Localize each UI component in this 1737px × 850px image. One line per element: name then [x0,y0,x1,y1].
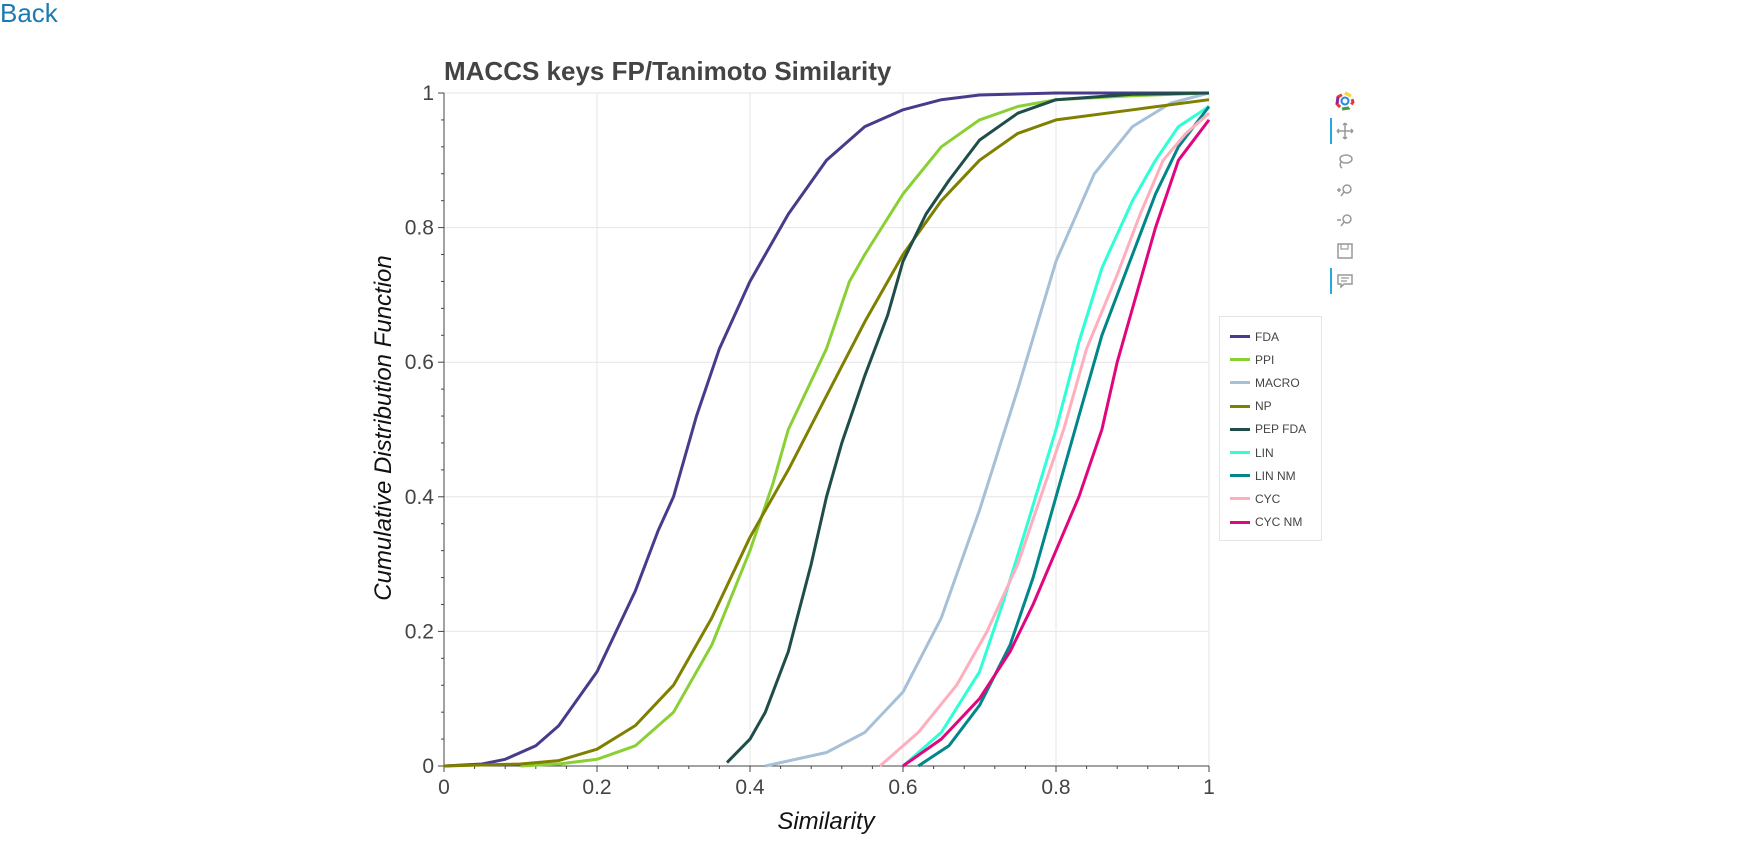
series-layer [443,91,1211,768]
bokeh-logo-icon[interactable] [1332,88,1358,114]
series-line-cyc [879,112,1210,768]
legend-item[interactable]: FDA [1220,325,1321,348]
legend-swatch [1230,474,1250,478]
legend-swatch [1230,358,1250,362]
legend-item[interactable]: PEP FDA [1220,418,1321,441]
legend-swatch [1230,520,1250,524]
hover-icon[interactable] [1330,268,1358,294]
legend-label: LIN [1255,445,1274,460]
y-tick-label: 0.2 [405,620,434,643]
legend-label: CYC [1255,491,1281,506]
lasso-select-icon[interactable] [1332,148,1358,174]
x-tick-label: 0.2 [582,776,611,799]
series-line-ppi [520,91,1210,768]
series-line-cyc-nm [902,118,1211,768]
x-tick-label: 0 [438,776,450,799]
legend-swatch [1230,404,1250,408]
legend-swatch [1230,427,1250,431]
series-line-macro [764,91,1210,768]
x-tick-label: 0.4 [735,776,765,799]
y-tick-label: 1 [422,82,434,105]
legend-item[interactable]: LIN NM [1220,464,1321,487]
series-line-lin-nm [917,105,1211,768]
x-axis-label: Similarity [777,808,876,835]
legend-item[interactable]: MACRO [1220,371,1321,394]
y-tick-label: 0 [422,755,434,778]
series-line-pep-fda [725,91,1210,764]
series-line-np [443,98,1210,768]
y-tick-label: 0.6 [405,351,434,374]
series-line-lin [902,105,1210,768]
zoom-out-icon[interactable] [1332,208,1358,234]
legend-label: MACRO [1255,375,1300,390]
legend-label: PPI [1255,352,1275,367]
legend-label: LIN NM [1255,468,1296,483]
x-tick-label: 1 [1203,776,1215,799]
legend: FDA PPI MACRO NP PEP FDA LIN LIN NM CYC CYC NM [1219,316,1322,541]
save-icon[interactable] [1332,238,1358,264]
toolbar [1330,88,1362,298]
pan-tool-icon[interactable] [1330,118,1358,144]
back-link[interactable]: Back [0,0,58,28]
chart-title: MACCS keys FP/Tanimoto Similarity [444,56,892,86]
legend-swatch [1230,451,1250,455]
grid [443,92,1210,767]
legend-label: CYC NM [1255,515,1303,530]
zoom-in-icon[interactable] [1332,178,1358,204]
legend-label: FDA [1255,329,1279,344]
y-tick-label: 0.8 [405,217,434,240]
series-line-fda [443,91,1209,768]
legend-label: PEP FDA [1255,422,1307,437]
y-tick-label: 0.4 [405,486,435,509]
legend-swatch [1230,335,1250,339]
y-axis-label: Cumulative Distribution Function [370,255,397,600]
axes: 0 0.2 0.4 0.6 0.8 1 0 0.2 0.4 0.6 0.8 1 [405,82,1215,799]
x-tick-label: 0.6 [888,776,917,799]
legend-swatch [1230,381,1250,385]
legend-item[interactable]: PPI [1220,348,1321,371]
x-tick-label: 0.8 [1041,776,1070,799]
legend-item[interactable]: LIN [1220,441,1321,464]
legend-item[interactable]: CYC NM [1220,511,1321,534]
legend-swatch [1230,497,1250,501]
legend-item[interactable]: CYC [1220,487,1321,510]
legend-label: NP [1255,399,1272,414]
legend-item[interactable]: NP [1220,395,1321,418]
